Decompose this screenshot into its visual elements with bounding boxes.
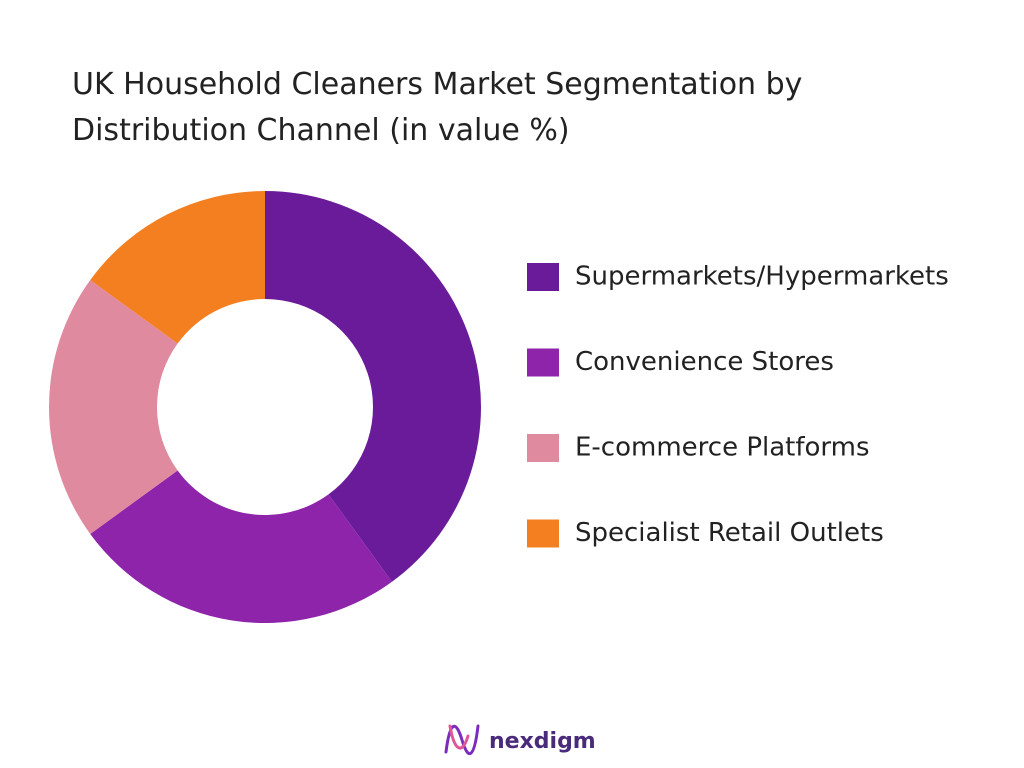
donut-segment <box>49 280 178 534</box>
donut-segment <box>90 191 266 344</box>
legend-label: Specialist Retail Outlets <box>575 518 884 548</box>
chart-title: UK Household Cleaners Market Segmentatio… <box>72 67 803 148</box>
legend-swatch <box>527 263 559 291</box>
legend-swatch <box>527 348 559 377</box>
legend-label: Convenience Stores <box>575 347 834 377</box>
legend-label: E-commerce Platforms <box>575 433 870 463</box>
legend-label: Supermarkets/Hypermarkets <box>575 262 949 292</box>
legend-swatch <box>527 434 559 462</box>
donut-segment <box>265 191 482 582</box>
legend-swatch <box>527 519 559 548</box>
donut-segment <box>90 470 392 623</box>
logo-icon <box>444 724 480 755</box>
brand: nexdigm <box>489 729 596 754</box>
